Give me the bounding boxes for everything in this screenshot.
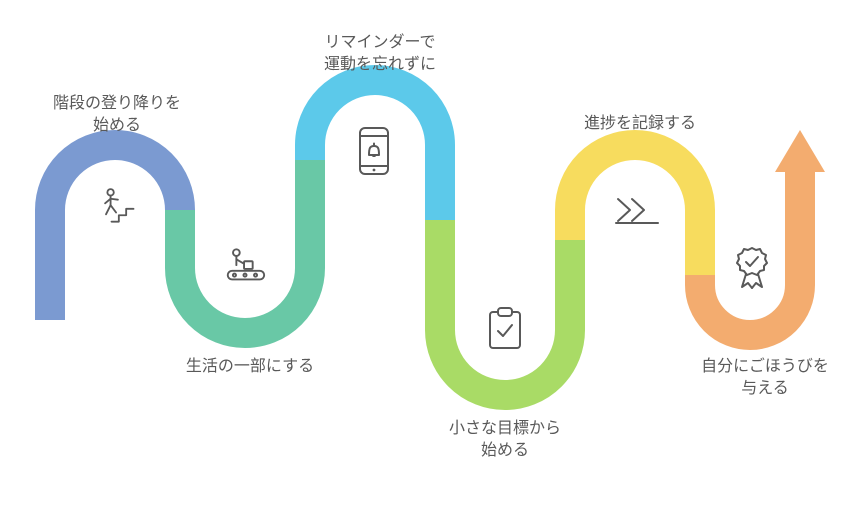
stairs-person-icon (95, 185, 139, 229)
award-ribbon-icon (733, 245, 771, 291)
clipboard-check-icon (486, 305, 524, 351)
arrowhead (775, 130, 825, 172)
chevrons-right-icon (614, 195, 662, 225)
step3-label: リマインダーで 運動を忘れずに (290, 32, 470, 77)
segment-1 (50, 145, 180, 320)
step4-label: 小さな目標から 始める (430, 418, 580, 463)
phone-bell-icon (356, 125, 392, 177)
step2-label: 生活の一部にする (165, 356, 335, 378)
conveyor-icon (222, 245, 268, 289)
step1-label: 階段の登り降りを 始める (42, 93, 192, 138)
step5-label: 進捗を記録する (560, 113, 720, 135)
step6-label: 自分にごほうびを 与える (680, 356, 842, 401)
journey-diagram: 階段の登り降りを 始める 生活の一部にする リマインダーで 運動を忘れずに 小さ… (0, 0, 842, 512)
journey-path (0, 0, 842, 512)
